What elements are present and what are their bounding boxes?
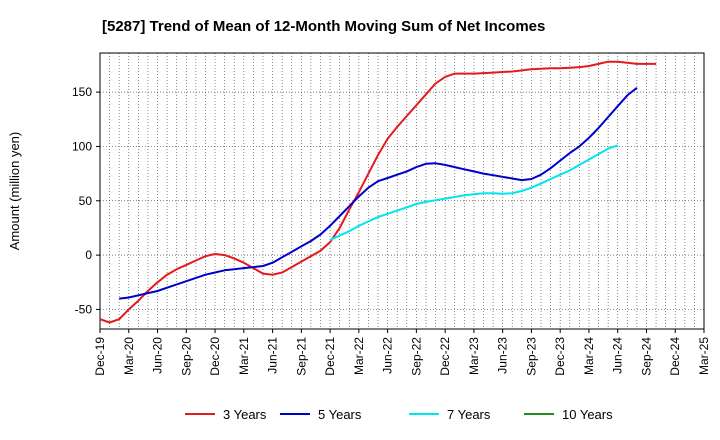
y-tick-label: 150 (72, 85, 92, 99)
x-tick-label: Jun-20 (151, 337, 165, 374)
x-tick-label: Mar-20 (122, 337, 136, 375)
grid (100, 53, 704, 329)
x-tick-label: Jun-21 (266, 337, 280, 374)
legend-label: 10 Years (562, 407, 613, 422)
x-tick-label: Mar-25 (697, 337, 711, 375)
y-axis: -50 0 50 100 150 (72, 85, 100, 316)
y-axis-label: Amount (million yen) (7, 132, 22, 251)
y-tick-label: 50 (79, 194, 93, 208)
series-line (119, 87, 638, 300)
x-tick-label: Mar-21 (237, 337, 251, 375)
legend-label: 5 Years (318, 407, 362, 422)
y-tick-label: 100 (72, 139, 92, 153)
x-tick-label: Dec-19 (93, 337, 107, 376)
x-tick-label: Mar-23 (467, 337, 481, 375)
x-tick-label: Jun-22 (381, 337, 395, 374)
x-tick-label: Sep-21 (294, 337, 308, 376)
x-tick-label: Mar-24 (582, 337, 596, 375)
legend-label: 7 Years (447, 407, 491, 422)
x-tick-label: Jun-23 (496, 337, 510, 374)
x-tick-label: Sep-20 (179, 337, 193, 376)
x-tick-label: Dec-22 (438, 337, 452, 376)
x-tick-label: Dec-20 (208, 337, 222, 376)
x-tick-label: Dec-24 (668, 337, 682, 376)
x-tick-label: Sep-24 (639, 337, 653, 376)
series-line (329, 144, 619, 241)
chart-title: [5287] Trend of Mean of 12-Month Moving … (102, 18, 545, 35)
plot-area (99, 52, 705, 330)
legend-label: 3 Years (223, 407, 267, 422)
x-tick-label: Dec-21 (323, 337, 337, 376)
x-axis: Dec-19 Mar-20 Jun-20 Sep-20 Dec-20 Mar-21 Jun-… (93, 329, 711, 376)
x-tick-label: Sep-22 (409, 337, 423, 376)
x-tick-label: Dec-23 (553, 337, 567, 376)
y-tick-label: 0 (85, 248, 92, 262)
legend: 3 Years 5 Years 7 Years 10 Years (185, 407, 613, 422)
series-line (99, 60, 657, 324)
y-tick-label: -50 (75, 302, 93, 316)
x-tick-label: Jun-24 (611, 337, 625, 374)
x-tick-label: Sep-23 (524, 337, 538, 376)
series-lines (99, 60, 657, 324)
x-tick-label: Mar-22 (352, 337, 366, 375)
